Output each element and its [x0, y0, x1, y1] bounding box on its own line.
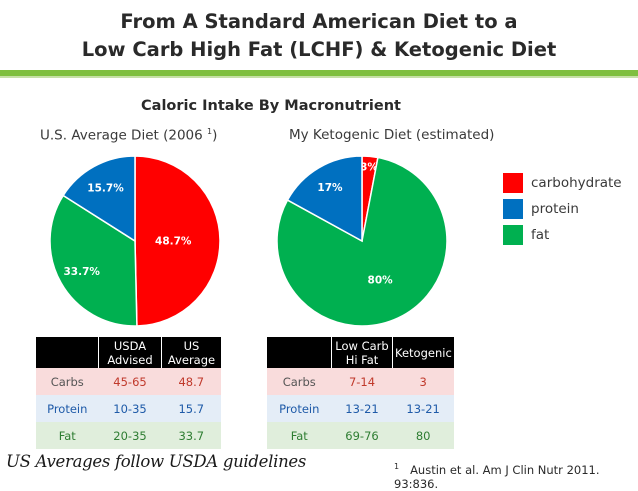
- table-header-blank: [267, 337, 332, 368]
- table-header-blank: [36, 337, 99, 368]
- us-pie-label-carbohydrate: 48.7%: [155, 236, 192, 248]
- legend-label-protein: protein: [531, 201, 579, 217]
- legend-swatch-protein: [503, 199, 523, 219]
- keto-pie-label-carbohydrate: 3%: [360, 162, 378, 174]
- us-chart-title-text: U.S. Average Diet (2006: [40, 127, 203, 144]
- table-cell: 7-14: [331, 368, 393, 395]
- us-macro-table: USDA Advised US Average Carbs 45-65 48.7…: [36, 337, 221, 449]
- keto-macro-table: Low Carb Hi Fat Ketogenic Carbs 7-14 3 P…: [267, 337, 454, 449]
- us-pie-label-protein: 15.7%: [87, 182, 124, 194]
- table-cell: 15.7: [161, 395, 221, 422]
- table-cell: 3: [392, 368, 454, 395]
- row-label: Protein: [36, 395, 99, 422]
- table-header-ketogenic: Ketogenic: [391, 337, 454, 368]
- us-pie-slice-protein: [62, 155, 136, 243]
- keto-pie-label-protein: 17%: [317, 182, 343, 194]
- keto-pie-slice-protein: [286, 155, 363, 243]
- legend-label-fat: fat: [531, 227, 550, 243]
- legend-item-protein: protein: [503, 198, 631, 224]
- legend-swatch-carbohydrate: [503, 173, 523, 193]
- row-label: Fat: [267, 422, 332, 449]
- legend-item-fat: fat: [503, 224, 631, 250]
- table-cell: 13-21: [392, 395, 454, 422]
- citation-text: Austin et al. Am J Clin Nutr 2011. 93:83…: [394, 462, 600, 491]
- us-chart-title: U.S. Average Diet (2006 1): [40, 127, 217, 144]
- chart-subtitle: Caloric Intake By Macronutrient: [141, 98, 401, 114]
- table-row: Fat 69-76 80: [267, 422, 454, 449]
- table-cell: 10-35: [98, 395, 162, 422]
- us-pie-slice-fat: [49, 194, 138, 327]
- table-header-row: Low Carb Hi Fat Ketogenic: [267, 337, 454, 368]
- title-line-1: From A Standard American Diet to a: [120, 10, 518, 33]
- legend-item-carbohydrate: carbohydrate: [503, 172, 631, 198]
- table-row: Fat 20-35 33.7: [36, 422, 221, 449]
- table-cell: 13-21: [331, 395, 393, 422]
- table-cell: 20-35: [98, 422, 162, 449]
- table-cell: 45-65: [98, 368, 162, 395]
- table-header-us-avg: US Average: [161, 337, 221, 368]
- table-cell: 69-76: [331, 422, 393, 449]
- row-label: Carbs: [36, 368, 99, 395]
- row-label: Fat: [36, 422, 99, 449]
- table-header-lchf: Low Carb Hi Fat: [331, 337, 393, 368]
- us-diet-pie-chart: 48.7% 33.7% 15.7%: [49, 155, 221, 327]
- us-chart-title-tail: ): [212, 127, 218, 144]
- keto-diet-pie-chart: 3% 80% 17%: [276, 155, 448, 327]
- table-header-usda: USDA Advised: [98, 337, 162, 368]
- title-line-2: Low Carb High Fat (LCHF) & Ketogenic Die…: [81, 38, 557, 61]
- keto-pie-label-fat: 80%: [368, 274, 394, 286]
- keto-chart-title: My Ketogenic Diet (estimated): [289, 127, 495, 143]
- table-cell: 80: [392, 422, 454, 449]
- legend-label-carbohydrate: carbohydrate: [531, 175, 622, 191]
- us-pie-label-fat: 33.7%: [63, 266, 100, 278]
- legend-swatch-fat: [503, 225, 523, 245]
- table-header-row: USDA Advised US Average: [36, 337, 221, 368]
- table-row: Carbs 45-65 48.7: [36, 368, 221, 395]
- chart-legend: carbohydrate protein fat: [503, 172, 631, 250]
- row-label: Carbs: [267, 368, 332, 395]
- usda-note: US Averages follow USDA guidelines: [6, 452, 307, 471]
- row-label: Protein: [267, 395, 332, 422]
- table-cell: 48.7: [161, 368, 221, 395]
- us-pie-slice-carbohydrate: [134, 155, 221, 327]
- table-cell: 33.7: [161, 422, 221, 449]
- title-divider: [0, 70, 638, 76]
- citation: 1 Austin et al. Am J Clin Nutr 2011. 93:…: [394, 462, 638, 491]
- us-chart-title-footnote: 1: [207, 127, 213, 136]
- slide-title: From A Standard American Diet to a Low C…: [0, 8, 638, 64]
- title-divider-shadow: [0, 76, 638, 78]
- table-row: Protein 10-35 15.7: [36, 395, 221, 422]
- citation-footnote-mark: 1: [394, 462, 400, 471]
- table-row: Carbs 7-14 3: [267, 368, 454, 395]
- table-row: Protein 13-21 13-21: [267, 395, 454, 422]
